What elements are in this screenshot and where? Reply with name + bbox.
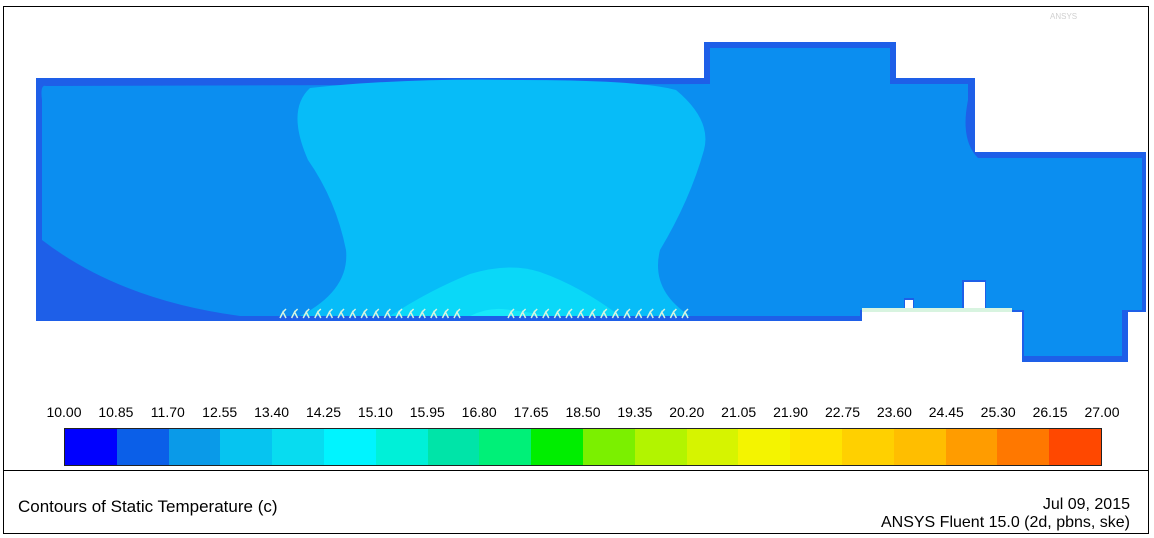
legend-swatch — [272, 429, 324, 465]
legend-tick-label: 10.85 — [98, 404, 134, 420]
vent-glyph — [588, 308, 596, 319]
figure-frame — [3, 6, 1149, 534]
legend-swatch — [220, 429, 273, 465]
legend-swatch — [841, 429, 894, 465]
legend-swatch — [375, 429, 428, 465]
vent-glyph — [658, 308, 666, 319]
legend-tick-label: 27.00 — [1084, 404, 1120, 420]
vent-glyph — [634, 308, 643, 319]
vent-glyph — [542, 308, 550, 319]
vent-glyph — [441, 308, 450, 319]
legend-tick-label: 15.95 — [409, 404, 445, 420]
legend-tick-label: 19.35 — [617, 404, 653, 420]
vent-glyph — [290, 308, 299, 319]
vent-glyph — [530, 308, 538, 319]
vent-glyph — [453, 308, 461, 319]
legend-swatch — [479, 429, 532, 465]
vent-glyph — [406, 308, 415, 319]
watermark-text: ANSYS — [1050, 12, 1078, 21]
legend-swatch — [790, 429, 842, 465]
vent-glyph — [348, 308, 357, 319]
plot-date: Jul 09, 2015 — [1042, 496, 1130, 513]
legend-tick-label: 23.60 — [876, 404, 912, 420]
vent-glyph — [646, 308, 654, 319]
legend-swatch — [893, 429, 946, 465]
legend-swatch — [686, 429, 739, 465]
solver-info: ANSYS Fluent 15.0 (2d, pbns, ske) — [880, 514, 1130, 531]
legend-color-bar — [64, 428, 1102, 466]
warm-core-region — [470, 308, 545, 316]
vent-glyph — [302, 308, 310, 319]
vent-glyph — [395, 308, 403, 319]
vent-glyph — [314, 308, 322, 319]
legend-tick-label: 26.15 — [1032, 404, 1068, 420]
legend-swatch — [168, 429, 221, 465]
legend-swatch — [1049, 429, 1101, 465]
legend-swatch — [323, 429, 376, 465]
vent-glyph — [553, 308, 562, 319]
legend-swatch — [427, 429, 480, 465]
vent-glyph — [565, 308, 573, 319]
legend-tick-label: 18.50 — [565, 404, 601, 420]
legend-swatch — [531, 429, 583, 465]
contour-plot — [36, 42, 1146, 362]
legend-tick-label: 14.25 — [305, 404, 342, 420]
vent-glyph — [600, 308, 608, 319]
legend-swatch — [116, 429, 169, 465]
legend-swatch — [65, 429, 117, 465]
vent-glyph — [325, 308, 334, 319]
outlet-strip — [862, 308, 1012, 312]
legend-tick-label: 25.30 — [980, 404, 1016, 420]
floor-vents-left — [279, 308, 461, 319]
legend-swatch — [945, 429, 998, 465]
vent-glyph — [337, 308, 345, 319]
vent-glyph — [518, 308, 527, 319]
vent-glyph — [372, 308, 380, 319]
vent-glyph — [360, 308, 368, 319]
legend-tick-label: 21.05 — [721, 404, 757, 420]
vent-glyph — [681, 308, 689, 319]
plot-title: Contours of Static Temperature (c) — [18, 497, 278, 516]
legend-tick-label: 12.55 — [202, 404, 238, 420]
legend-tick-label: 20.20 — [669, 404, 705, 420]
vent-glyph — [279, 308, 287, 319]
vent-glyph — [576, 308, 585, 319]
middle-temperature-region — [297, 79, 706, 317]
legend-tick-label: 21.90 — [773, 404, 809, 420]
vent-glyph — [430, 308, 438, 319]
legend-swatch — [997, 429, 1050, 465]
vent-glyph — [611, 308, 620, 319]
warm-plume-region — [390, 267, 620, 316]
legend-tick-label: 16.80 — [461, 404, 497, 420]
legend-swatch — [738, 429, 791, 465]
legend-tick-labels: 10.00 10.85 11.70 12.55 13.40 14.25 15.10 15.95… — [38, 404, 1154, 426]
vent-glyph — [623, 308, 631, 319]
legend-tick-label: 24.45 — [928, 404, 964, 420]
legend-tick-label: 17.65 — [513, 404, 549, 420]
legend-tick-label: 11.70 — [150, 404, 185, 420]
legend-tick-label: 10.00 — [46, 404, 82, 420]
legend-swatch — [634, 429, 687, 465]
vent-glyph — [669, 308, 678, 319]
legend-swatch — [582, 429, 635, 465]
floor-vents-right — [507, 308, 689, 319]
vent-glyph — [507, 308, 515, 319]
legend-tick-label: 13.40 — [254, 404, 290, 420]
vent-glyph — [418, 308, 426, 319]
legend-tick-label: 22.75 — [824, 404, 861, 420]
vent-glyph — [383, 308, 392, 319]
caption-divider — [4, 470, 1149, 471]
legend-tick-label: 15.10 — [357, 404, 393, 420]
